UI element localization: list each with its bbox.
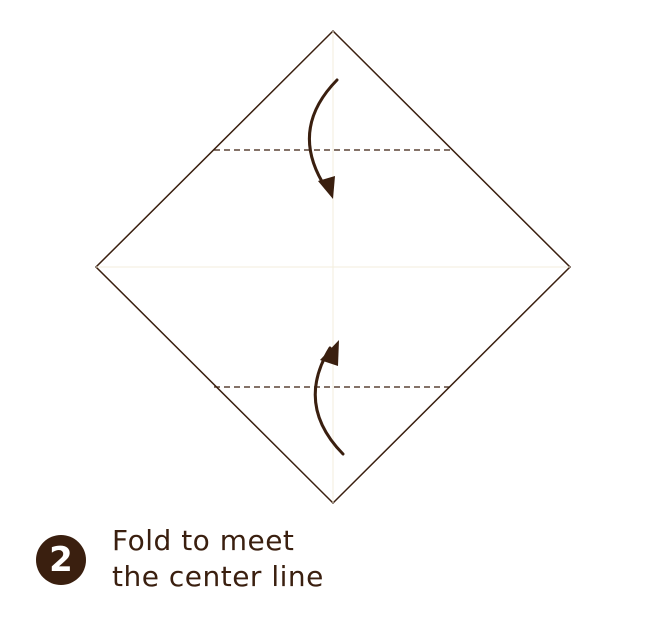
bottom-arrowhead-icon bbox=[320, 340, 339, 366]
step-number-badge: 2 bbox=[36, 535, 86, 585]
instruction-line-1: Fold to meet bbox=[112, 524, 295, 557]
origami-diagram bbox=[94, 29, 572, 505]
step-number: 2 bbox=[49, 540, 73, 580]
step-instruction: Fold to meet the center line bbox=[112, 523, 324, 595]
instruction-line-2: the center line bbox=[112, 560, 324, 593]
top-arrowhead-icon bbox=[318, 176, 335, 199]
top-fold-arrow-icon bbox=[307, 78, 339, 190]
step-caption: 2 Fold to meet the center line bbox=[36, 523, 324, 595]
